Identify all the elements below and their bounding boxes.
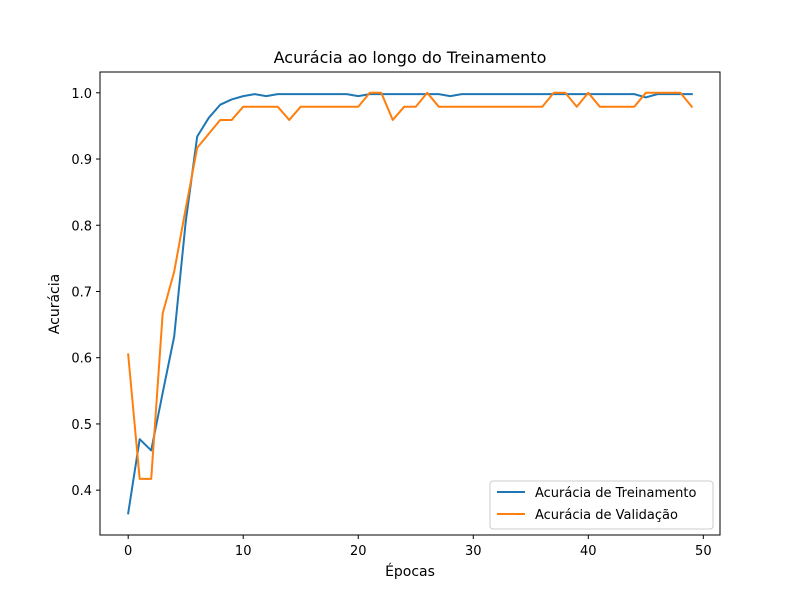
axes-frame bbox=[99, 71, 721, 536]
x-tick-label: 0 bbox=[124, 544, 132, 559]
series-line-1 bbox=[127, 91, 694, 480]
chart-title: Acurácia ao longo do Treinamento bbox=[274, 48, 547, 67]
legend-label-1: Acurácia de Validação bbox=[535, 508, 678, 523]
y-tick-label: 0.7 bbox=[71, 285, 92, 300]
y-tick-label: 0.9 bbox=[71, 153, 92, 168]
y-tick-label: 0.6 bbox=[71, 352, 92, 367]
x-tick-label: 20 bbox=[350, 544, 367, 559]
y-tick-label: 0.8 bbox=[71, 219, 92, 234]
y-tick-label: 1.0 bbox=[71, 87, 92, 102]
y-axis-title: Acurácia bbox=[47, 274, 63, 334]
legend-box bbox=[489, 480, 714, 530]
legend-label-0: Acurácia de Treinamento bbox=[535, 486, 697, 501]
x-tick-label: 10 bbox=[235, 544, 252, 559]
series-line-0 bbox=[127, 93, 693, 515]
y-tick-label: 0.5 bbox=[71, 418, 92, 433]
x-axis-title: Épocas bbox=[385, 563, 435, 580]
x-tick-label: 40 bbox=[580, 544, 597, 559]
plot-area: 0 10 20 30 40 50 0.4 0.5 0.6 0.7 0.8 0.9 1.0 bbox=[71, 71, 721, 559]
x-tick-label: 50 bbox=[695, 544, 712, 559]
legend: Acurácia de Treinamento Acurácia de Valid… bbox=[489, 480, 714, 530]
x-tick-label: 30 bbox=[465, 544, 482, 559]
y-tick-label: 0.4 bbox=[71, 484, 92, 499]
